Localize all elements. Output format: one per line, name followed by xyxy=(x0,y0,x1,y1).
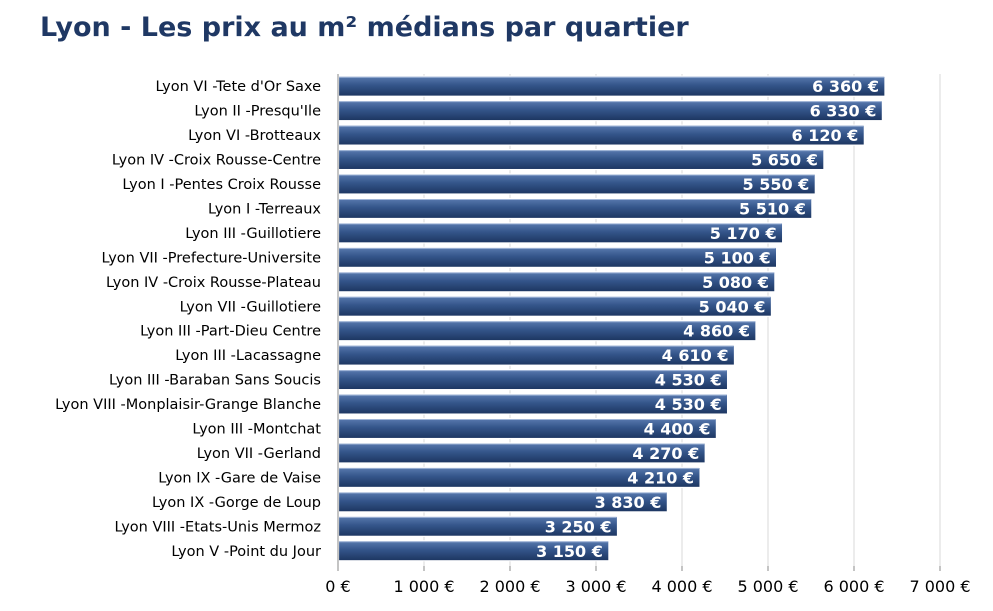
x-tick-label: 1 000 € xyxy=(393,577,454,596)
category-label: Lyon III -Baraban Sans Soucis xyxy=(109,373,321,389)
data-label: 4 270 € xyxy=(632,444,699,463)
category-label: Lyon II -Presqu'Ile xyxy=(194,104,321,120)
data-label: 4 530 € xyxy=(655,371,722,390)
data-label: 3 830 € xyxy=(595,493,662,512)
data-label: 3 250 € xyxy=(545,517,612,536)
x-tick-label: 4 000 € xyxy=(651,577,712,596)
data-label: 5 170 € xyxy=(710,224,777,243)
x-tick-label: 5 000 € xyxy=(737,577,798,596)
category-label: Lyon VII -Gerland xyxy=(197,446,321,462)
data-label: 4 210 € xyxy=(627,468,694,487)
data-label: 3 150 € xyxy=(536,542,603,561)
x-tick-label: 6 000 € xyxy=(823,577,884,596)
x-tick-label: 2 000 € xyxy=(479,577,540,596)
data-label: 5 650 € xyxy=(751,151,818,170)
data-label: 5 550 € xyxy=(742,175,809,194)
x-tick-label: 0 € xyxy=(325,577,350,596)
data-label: 4 400 € xyxy=(644,420,711,439)
data-label: 4 610 € xyxy=(662,346,729,365)
data-label: 6 330 € xyxy=(810,102,877,121)
category-label: Lyon VII -Prefecture-Universite xyxy=(101,250,321,266)
axes xyxy=(337,74,941,571)
data-label: 5 510 € xyxy=(739,199,806,218)
category-label: Lyon I -Pentes Croix Rousse xyxy=(122,177,321,193)
data-label: 4 860 € xyxy=(683,322,750,341)
category-label: Lyon III -Guillotiere xyxy=(185,226,321,242)
labels: 0 € 1 000 € 2 000 € 3 000 € 4 000 € 5 000 € 6 … xyxy=(55,77,970,596)
category-label: Lyon I -Terreaux xyxy=(208,201,321,217)
category-label: Lyon IV -Croix Rousse-Plateau xyxy=(106,275,321,291)
category-label: Lyon V -Point du Jour xyxy=(171,544,321,560)
category-label: Lyon VI -Brotteaux xyxy=(188,128,321,144)
data-label: 5 080 € xyxy=(702,273,769,292)
category-label: Lyon VII -Guillotiere xyxy=(180,299,322,315)
category-label: Lyon IV -Croix Rousse-Centre xyxy=(112,153,321,169)
category-label: Lyon III -Part-Dieu Centre xyxy=(140,324,321,340)
data-label: 6 120 € xyxy=(792,126,859,145)
category-label: Lyon VIII -Monplaisir-Grange Blanche xyxy=(55,397,321,413)
bar xyxy=(337,100,883,122)
category-label: Lyon III -Montchat xyxy=(192,422,321,438)
bar xyxy=(337,75,886,97)
category-label: Lyon III -Lacassagne xyxy=(175,348,321,364)
category-label: Lyon VIII -Etats-Unis Mermoz xyxy=(114,519,321,535)
x-tick-label: 7 000 € xyxy=(909,577,970,596)
bar xyxy=(337,124,865,146)
chart-title: Lyon - Les prix au m² médians par quarti… xyxy=(40,12,689,43)
bars xyxy=(337,75,886,562)
data-label: 5 100 € xyxy=(704,248,771,267)
data-label: 4 530 € xyxy=(655,395,722,414)
data-label: 6 360 € xyxy=(812,77,879,96)
x-tick-label: 3 000 € xyxy=(565,577,626,596)
data-label: 5 040 € xyxy=(699,297,766,316)
category-label: Lyon IX -Gorge de Loup xyxy=(152,495,321,511)
category-label: Lyon VI -Tete d'Or Saxe xyxy=(155,79,321,95)
category-label: Lyon IX -Gare de Vaise xyxy=(158,470,321,486)
